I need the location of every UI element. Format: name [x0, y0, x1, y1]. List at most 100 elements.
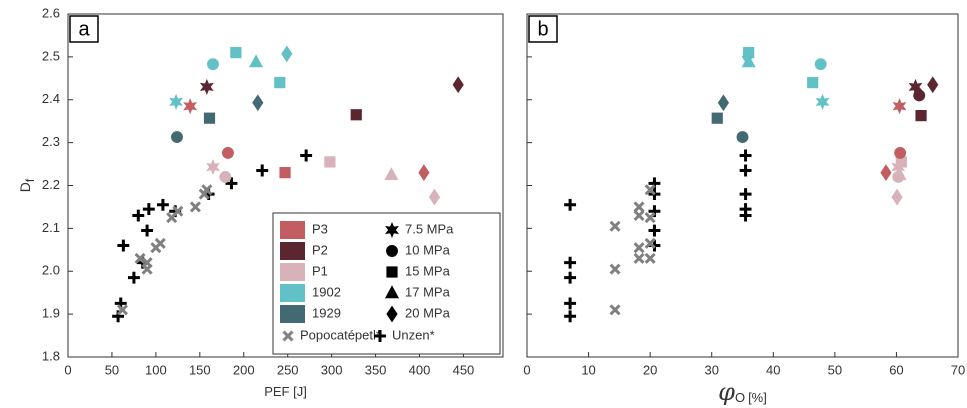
- marker: [386, 245, 398, 257]
- panel-label: a: [78, 18, 90, 40]
- marker: [892, 167, 907, 181]
- x-tick-label: 30: [704, 362, 718, 377]
- x-tick-label: 0: [64, 362, 71, 377]
- marker: [895, 156, 907, 168]
- legend-label: 1902: [312, 284, 341, 299]
- x-axis-label-symbol: φ: [718, 378, 735, 406]
- x-axis-label: φO [%]: [718, 378, 767, 406]
- legend-box: [272, 212, 501, 355]
- legend-label: P1: [312, 263, 328, 278]
- marker: [225, 177, 238, 190]
- marker: [644, 184, 656, 196]
- y-axis-label-sub: f: [23, 178, 37, 182]
- marker: [644, 252, 656, 264]
- marker: [230, 46, 242, 59]
- y-tick-label: 2.4: [42, 91, 60, 106]
- x-tick-label: 400: [409, 362, 431, 377]
- marker: [564, 198, 577, 211]
- legend-swatch: [280, 284, 305, 302]
- marker: [201, 184, 213, 196]
- marker: [300, 149, 313, 162]
- marker: [374, 330, 386, 342]
- marker: [141, 224, 154, 237]
- x-tick-label: 100: [145, 362, 167, 377]
- marker: [717, 94, 730, 112]
- marker: [564, 256, 577, 269]
- marker: [156, 198, 169, 211]
- marker: [206, 159, 220, 176]
- legend-label: Popocatépetl*: [300, 327, 381, 342]
- marker: [452, 76, 464, 94]
- marker: [564, 310, 577, 323]
- marker: [127, 271, 140, 284]
- marker: [648, 224, 661, 237]
- marker: [739, 203, 752, 216]
- x-tick-label: 450: [453, 362, 475, 377]
- marker: [418, 164, 430, 182]
- marker: [203, 112, 216, 124]
- marker: [741, 48, 754, 66]
- legend-swatch: [280, 242, 305, 260]
- marker: [633, 209, 645, 222]
- marker: [386, 266, 398, 278]
- marker: [142, 203, 155, 216]
- x-tick-label: 150: [189, 362, 211, 377]
- y-tick-label: 2.6: [42, 5, 60, 20]
- plot-frame: [526, 13, 959, 358]
- marker: [154, 237, 166, 249]
- legend-label: 15 MPa: [405, 263, 451, 278]
- marker: [183, 98, 198, 115]
- x-axis-label-sub: O: [735, 390, 745, 405]
- marker: [256, 164, 269, 177]
- marker: [117, 239, 130, 252]
- marker: [633, 201, 645, 213]
- marker: [736, 131, 749, 144]
- marker: [199, 78, 214, 95]
- x-axis-label-text: PEF [J]: [264, 384, 307, 399]
- y-tick-label: 2.3: [42, 134, 60, 149]
- marker: [609, 263, 621, 275]
- legend-label: Unzen*: [392, 327, 435, 342]
- marker: [927, 76, 939, 94]
- legend-swatch: [280, 221, 305, 239]
- marker: [892, 98, 907, 115]
- legend-label: P3: [312, 221, 328, 236]
- x-tick-label: 10: [581, 362, 595, 377]
- marker: [252, 94, 264, 112]
- marker: [281, 45, 293, 63]
- legend-label: 20 MPa: [405, 305, 451, 320]
- marker: [913, 89, 926, 102]
- marker: [814, 58, 827, 71]
- marker: [169, 93, 184, 110]
- legend-label: P2: [312, 242, 328, 257]
- x-tick-label: 70: [951, 362, 965, 377]
- marker: [891, 188, 903, 206]
- marker: [385, 221, 399, 239]
- marker: [894, 146, 907, 159]
- y-tick-label: 2.1: [42, 220, 60, 235]
- marker: [324, 156, 336, 168]
- panel-label: b: [537, 18, 548, 40]
- marker: [739, 149, 752, 162]
- marker: [221, 146, 234, 159]
- y-tick-label: 1.8: [42, 348, 60, 363]
- marker: [633, 252, 645, 264]
- marker: [350, 109, 362, 121]
- legend-swatch: [280, 305, 305, 323]
- marker: [739, 164, 752, 177]
- marker: [171, 131, 183, 144]
- marker: [385, 285, 399, 299]
- panel-label-box: [528, 15, 558, 43]
- marker: [880, 164, 892, 182]
- marker: [384, 167, 399, 181]
- x-tick-label: 350: [365, 362, 387, 377]
- x-tick-label: 50: [105, 362, 119, 377]
- marker: [915, 110, 927, 122]
- y-tick-label: 2.2: [42, 177, 60, 192]
- marker: [279, 167, 291, 179]
- marker: [132, 209, 145, 222]
- marker: [207, 58, 219, 71]
- marker: [141, 257, 153, 269]
- y-tick-label: 1.9: [42, 306, 60, 321]
- marker: [807, 77, 819, 89]
